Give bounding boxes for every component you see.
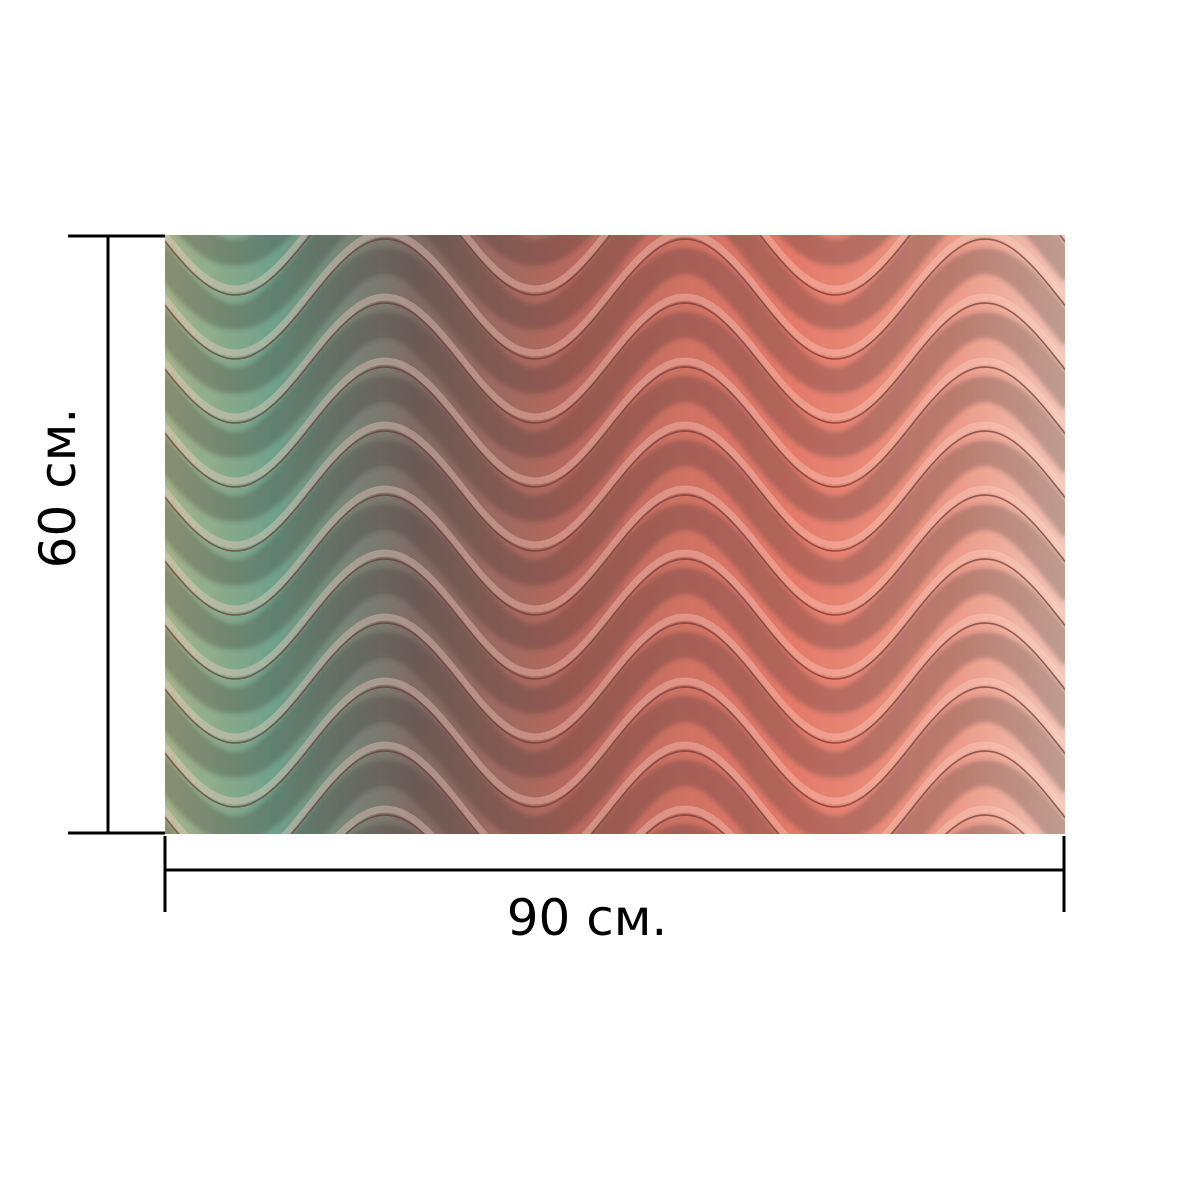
wave-highlight [165, 485, 1065, 613]
wave-highlight [165, 293, 1065, 421]
wave-groove [155, 111, 1073, 231]
wave-shadow [165, 248, 1065, 394]
height-dimension-line [68, 234, 165, 835]
wave-shadow [165, 376, 1065, 522]
height-label: 60 см. [29, 407, 87, 569]
wave-highlight [165, 357, 1065, 485]
wave-groove [165, 494, 1065, 616]
wave-shadow [165, 568, 1065, 714]
wave-groove [155, 47, 1073, 167]
wave-grooves [155, 47, 1073, 834]
wave-shadow [165, 440, 1065, 586]
wave-highlight [165, 235, 1065, 357]
wave-groove [165, 750, 1065, 834]
wave-groove [165, 686, 1065, 808]
width-dimension-line [163, 836, 1066, 912]
wave-panel-image [155, 41, 1073, 834]
wave-shadows [155, 69, 1073, 834]
wave-highlight [165, 549, 1065, 677]
width-label: 90 см. [506, 889, 668, 947]
wave-groove [165, 622, 1065, 744]
wave-shadow [155, 69, 1073, 189]
wave-highlights [155, 41, 1073, 834]
wave-highlight [165, 613, 1065, 741]
wave-shadow [165, 504, 1065, 650]
wave-groove [165, 302, 1065, 424]
wave-groove [165, 366, 1065, 488]
wave-highlight [165, 677, 1065, 805]
wave-shadow [165, 760, 1065, 834]
wave-shadow [165, 632, 1065, 778]
wave-highlight [155, 105, 1073, 225]
wave-shadow [165, 235, 1065, 330]
wave-shadow [178, 235, 892, 266]
wave-groove [165, 235, 1065, 296]
wave-shadow [165, 696, 1065, 834]
wave-groove [165, 430, 1065, 552]
wave-highlight [165, 421, 1065, 549]
wave-highlight [155, 41, 1073, 161]
wave-highlight [165, 741, 1065, 834]
wave-groove [165, 558, 1065, 680]
wave-groove [165, 238, 1065, 360]
wave-shadow [165, 312, 1065, 458]
